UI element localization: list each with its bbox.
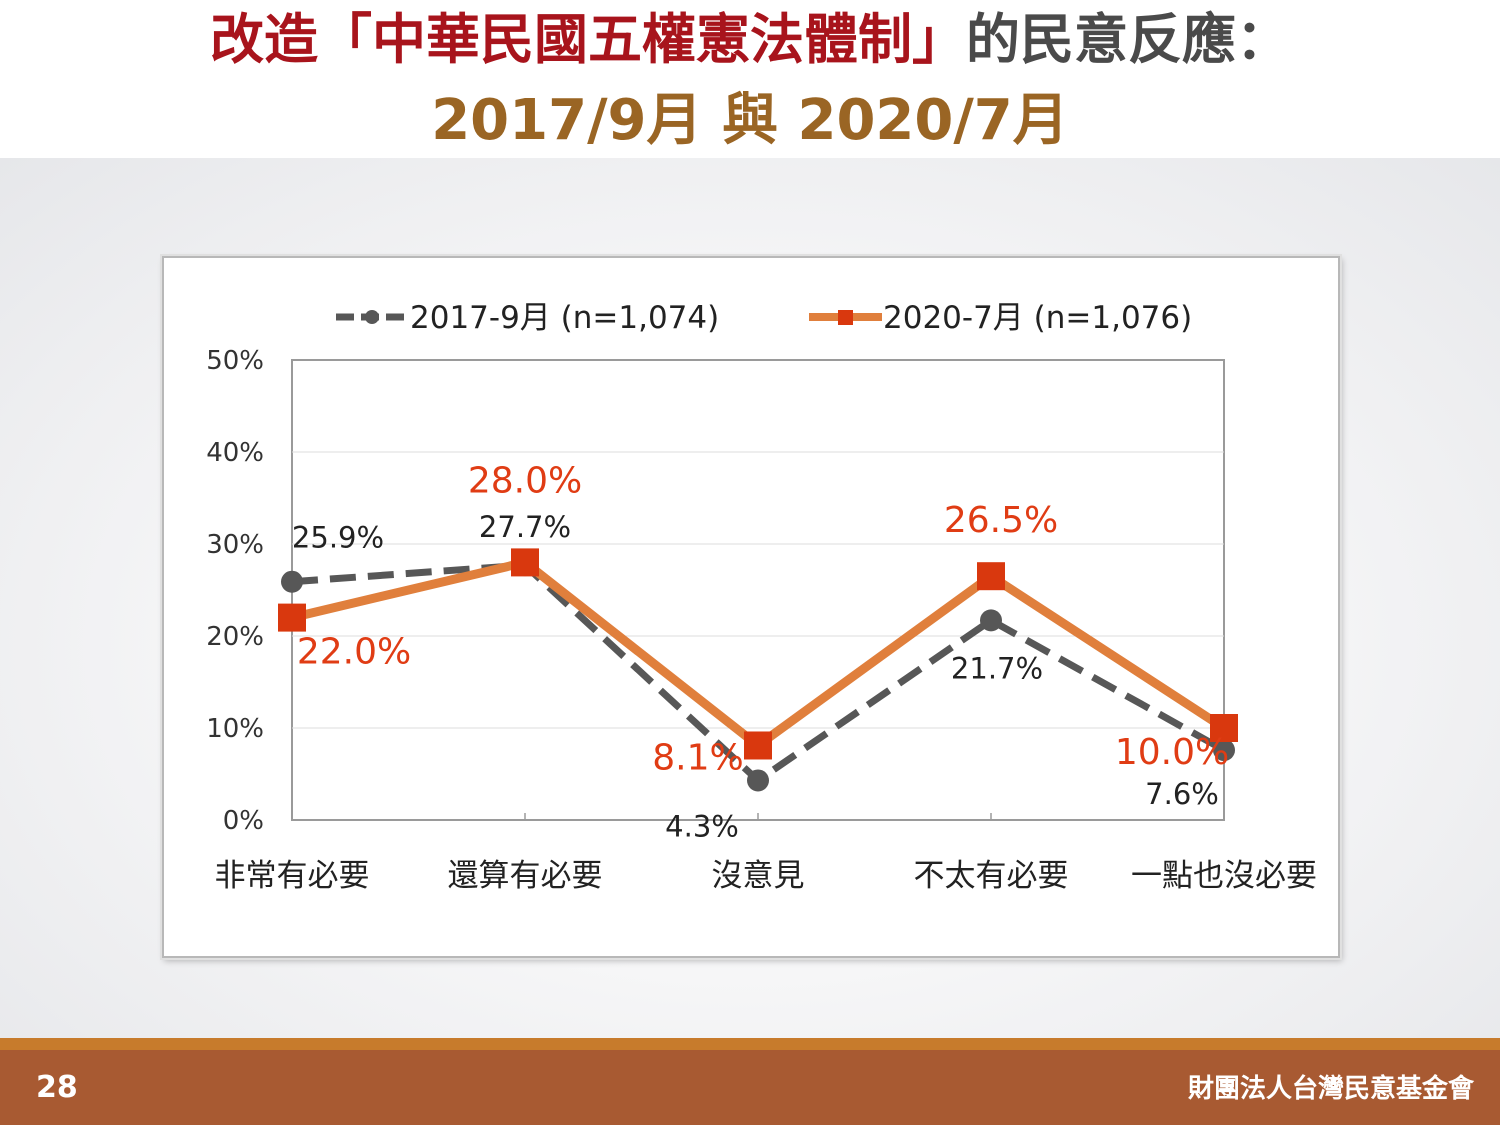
series-2017-data-label: 4.3%	[665, 809, 739, 843]
series-2017-point	[980, 609, 1002, 632]
series-2020-data-label: 10.0%	[1115, 732, 1229, 773]
chart-frame: 0% 10% 20% 30% 40% 50% 非常有必要 還算有必要 沒意見 不太有必要 一點也沒必…	[162, 256, 1340, 958]
series-2017-data-label: 7.6%	[1145, 777, 1219, 811]
y-tick-label: 0%	[223, 806, 264, 836]
series-2020-point	[511, 548, 539, 577]
page-number: 28	[36, 1070, 78, 1105]
y-tick-label: 30%	[206, 530, 264, 560]
x-tick-label: 沒意見	[712, 858, 805, 894]
legend-2017-label: 2017-9月 (n=1,074)	[410, 300, 719, 336]
y-tick-label: 40%	[206, 438, 264, 468]
x-tick-label: 不太有必要	[914, 858, 1069, 894]
title-dark-part: 的民意反應：	[966, 8, 1290, 71]
x-tick-label: 一點也沒必要	[1131, 858, 1317, 894]
series-2020-point	[1210, 714, 1238, 742]
y-tick-label: 10%	[206, 714, 264, 744]
legend-2017-marker	[365, 310, 379, 324]
series-2017-point	[281, 570, 303, 593]
series-2020-data-label: 8.1%	[652, 737, 743, 778]
series-2017-data-label: 25.9%	[292, 521, 384, 555]
series-2017-point	[747, 769, 769, 792]
series-2020-data-label: 28.0%	[468, 460, 582, 501]
slide-header: 改造「中華民國五權憲法體制」的民意反應： 2017/9月 與 2020/7月	[0, 0, 1500, 158]
series-2020-point	[977, 562, 1005, 591]
series-2020-data-label: 26.5%	[944, 500, 1058, 541]
footer-accent-line	[0, 1038, 1500, 1050]
series-2017-data-label: 21.7%	[951, 651, 1043, 685]
organization-name: 財團法人台灣民意基金會	[1187, 1074, 1474, 1104]
line-chart: 0% 10% 20% 30% 40% 50% 非常有必要 還算有必要 沒意見 不太有必要 一點也沒必…	[206, 300, 1317, 894]
x-tick-label: 還算有必要	[448, 858, 603, 894]
y-tick-label: 50%	[206, 346, 264, 376]
slide-title-line2: 2017/9月 與 2020/7月	[431, 88, 1069, 153]
legend-2020-label: 2020-7月 (n=1,076)	[883, 300, 1192, 336]
series-2017-point	[1213, 739, 1235, 762]
y-tick-label: 20%	[206, 622, 264, 652]
title-red-part: 改造「中華民國五權憲法體制」	[210, 8, 966, 71]
legend-2020-marker	[838, 310, 853, 325]
series-2020-point	[744, 731, 772, 760]
series-2020-data-label: 22.0%	[297, 632, 411, 673]
series-2020-point	[278, 603, 306, 632]
slide-title-line1: 改造「中華民國五權憲法體制」的民意反應：	[0, 8, 1500, 72]
slide-footer	[0, 1050, 1500, 1125]
x-tick-label: 非常有必要	[215, 858, 370, 894]
series-2017-data-label: 27.7%	[479, 510, 571, 544]
